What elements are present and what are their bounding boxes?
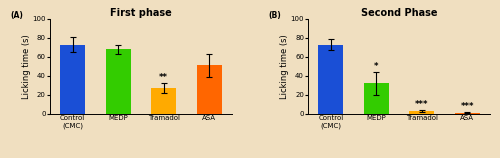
Y-axis label: Licking time (s): Licking time (s) xyxy=(22,34,31,99)
Text: *: * xyxy=(374,62,378,71)
Bar xyxy=(60,45,85,114)
Text: (B): (B) xyxy=(268,11,281,20)
Bar xyxy=(455,113,480,114)
Text: ***: *** xyxy=(460,102,474,111)
Bar xyxy=(106,49,130,114)
Bar xyxy=(151,88,176,114)
Bar xyxy=(364,83,389,114)
Text: ***: *** xyxy=(415,100,428,109)
Bar xyxy=(410,111,434,114)
Bar xyxy=(318,45,344,114)
Y-axis label: Licking time (s): Licking time (s) xyxy=(280,34,289,99)
Title: Second Phase: Second Phase xyxy=(361,8,438,18)
Text: (A): (A) xyxy=(10,11,23,20)
Bar xyxy=(196,65,222,114)
Text: **: ** xyxy=(159,73,168,82)
Title: First phase: First phase xyxy=(110,8,172,18)
